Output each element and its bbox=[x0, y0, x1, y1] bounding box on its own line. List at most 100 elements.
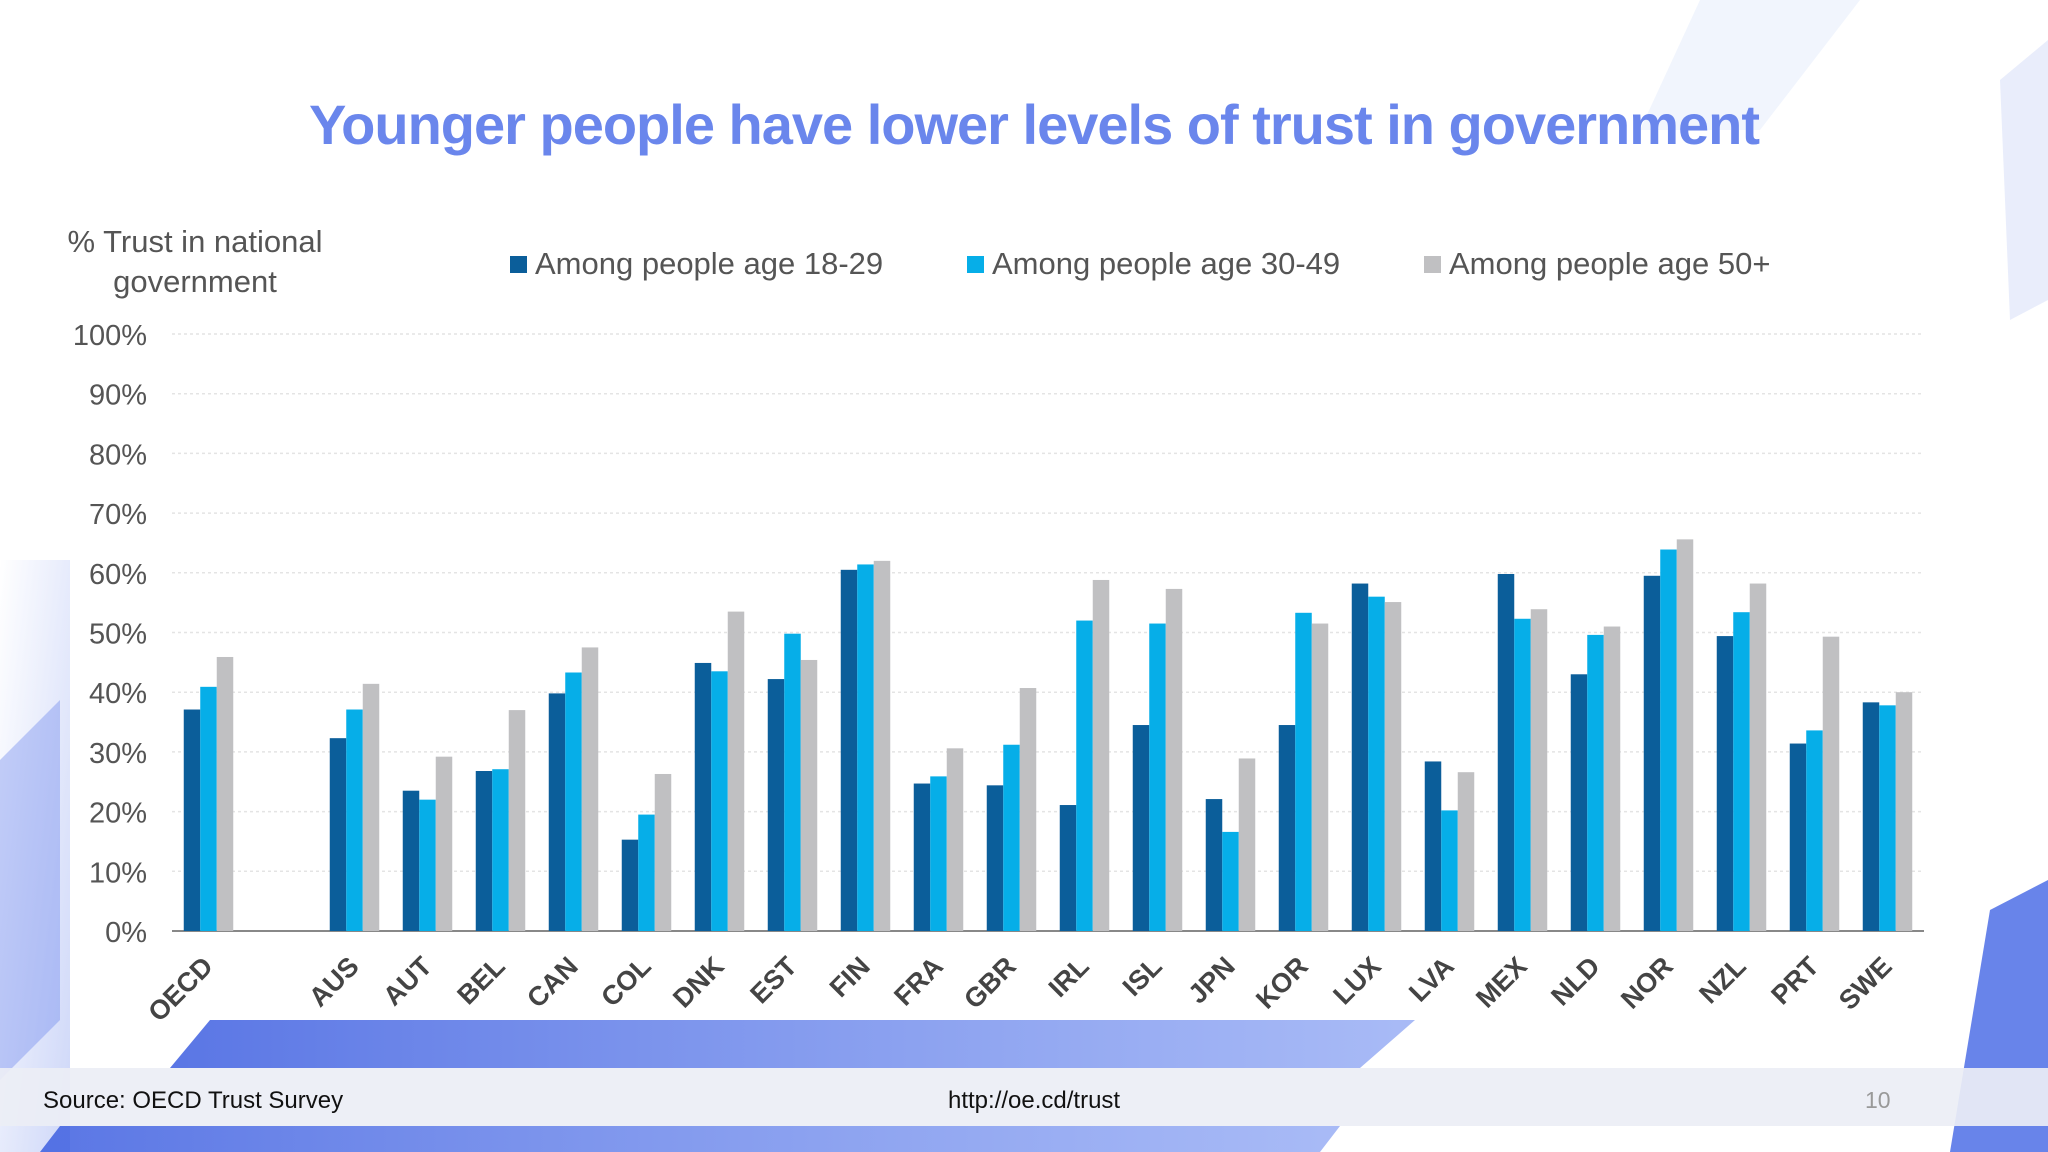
bar-oecd-2 bbox=[200, 686, 217, 931]
bar-prt-3 bbox=[1822, 636, 1840, 931]
x-tick-label: NOR bbox=[1615, 951, 1679, 1015]
bar-aut-3 bbox=[435, 756, 453, 931]
bar-irl-2 bbox=[1076, 620, 1093, 931]
x-tick-label: FRA bbox=[888, 951, 948, 1011]
legend-label: Among people age 50+ bbox=[1449, 246, 1771, 281]
page-number: 10 bbox=[1865, 1087, 1891, 1113]
bar-nzl-3 bbox=[1749, 583, 1767, 931]
bar-nld-1 bbox=[1570, 674, 1588, 931]
bar-prt-2 bbox=[1806, 730, 1823, 931]
bar-isl-3 bbox=[1165, 588, 1183, 931]
bar-col-2 bbox=[638, 814, 655, 931]
bar-lux-1 bbox=[1351, 583, 1369, 931]
x-tick-label: LVA bbox=[1403, 951, 1460, 1008]
y-tick-label: 70% bbox=[89, 499, 147, 531]
x-tick-label: SWE bbox=[1833, 951, 1898, 1016]
bar-oecd-3 bbox=[216, 656, 234, 931]
y-tick-label: 80% bbox=[89, 439, 147, 471]
bar-lux-2 bbox=[1368, 596, 1385, 931]
x-tick-label: NZL bbox=[1693, 951, 1751, 1009]
bar-kor-3 bbox=[1311, 623, 1329, 931]
y-tick-label: 30% bbox=[89, 738, 147, 770]
y-tick-label: 50% bbox=[89, 619, 147, 651]
bar-can-2 bbox=[565, 672, 582, 931]
bar-fin-1 bbox=[840, 569, 858, 931]
bar-dnk-1 bbox=[694, 662, 712, 931]
y-tick-label: 100% bbox=[73, 320, 147, 352]
bar-swe-1 bbox=[1862, 702, 1880, 931]
x-tick-label: AUS bbox=[303, 951, 365, 1013]
legend-swatch bbox=[1424, 255, 1441, 273]
bar-fin-3 bbox=[873, 560, 891, 931]
bar-lux-3 bbox=[1384, 602, 1402, 931]
x-tick-label: IRL bbox=[1043, 951, 1095, 1003]
x-tick-label: EST bbox=[744, 951, 803, 1010]
bar-nor-1 bbox=[1643, 575, 1661, 931]
bar-mex-3 bbox=[1530, 609, 1548, 931]
bar-nld-2 bbox=[1587, 634, 1604, 931]
x-tick-label: ISL bbox=[1117, 951, 1168, 1002]
bar-lva-3 bbox=[1457, 772, 1475, 931]
bar-fra-2 bbox=[930, 776, 947, 931]
bar-nzl-1 bbox=[1716, 636, 1734, 931]
bar-swe-2 bbox=[1879, 705, 1896, 931]
x-tick-label: PRT bbox=[1765, 951, 1825, 1011]
bar-aus-2 bbox=[346, 709, 363, 931]
y-tick-label: 60% bbox=[89, 559, 147, 591]
bar-mex-1 bbox=[1497, 573, 1515, 931]
bar-dnk-3 bbox=[727, 611, 745, 931]
x-tick-label: MEX bbox=[1470, 951, 1533, 1014]
bar-nor-3 bbox=[1676, 539, 1694, 931]
y-tick-label: 20% bbox=[89, 798, 147, 830]
bar-jpn-3 bbox=[1238, 758, 1256, 931]
bar-fin-2 bbox=[857, 564, 874, 931]
y-tick-label: 90% bbox=[89, 380, 147, 412]
bar-isl-2 bbox=[1149, 623, 1166, 931]
x-tick-label: KOR bbox=[1250, 951, 1314, 1015]
bar-can-1 bbox=[548, 693, 566, 931]
x-tick-label: CAN bbox=[521, 951, 584, 1014]
bar-bel-2 bbox=[492, 769, 509, 931]
x-tick-label: DNK bbox=[667, 951, 730, 1014]
legend-swatch bbox=[510, 255, 527, 273]
footer-link[interactable]: http://oe.cd/trust bbox=[948, 1087, 1121, 1114]
bar-irl-3 bbox=[1092, 579, 1110, 931]
bar-isl-1 bbox=[1132, 725, 1150, 931]
bar-dnk-2 bbox=[711, 671, 728, 931]
x-tick-label: LUX bbox=[1327, 951, 1386, 1010]
legend-item-30-49: Among people age 30-49 bbox=[967, 246, 1340, 282]
bar-col-3 bbox=[654, 773, 672, 931]
x-tick-label: OECD bbox=[142, 951, 218, 1027]
x-tick-label: FIN bbox=[824, 951, 876, 1003]
legend-label: Among people age 18-29 bbox=[535, 246, 884, 281]
x-tick-label: BEL bbox=[451, 951, 510, 1010]
bar-col-1 bbox=[621, 839, 639, 931]
bar-can-3 bbox=[581, 647, 599, 931]
bar-lva-2 bbox=[1441, 810, 1458, 931]
x-tick-label: GBR bbox=[958, 951, 1022, 1015]
source-note: Source: OECD Trust Survey bbox=[43, 1087, 344, 1114]
legend-item-50-plus: Among people age 50+ bbox=[1424, 246, 1770, 282]
bar-aus-1 bbox=[329, 738, 347, 931]
bar-nor-2 bbox=[1660, 549, 1677, 931]
x-tick-label: COL bbox=[595, 951, 657, 1013]
bar-oecd-1 bbox=[183, 709, 201, 931]
x-tick-label: NLD bbox=[1545, 951, 1605, 1011]
bar-bel-3 bbox=[508, 710, 526, 931]
bar-gbr-1 bbox=[986, 785, 1004, 931]
bar-gbr-2 bbox=[1003, 744, 1020, 931]
bar-fra-3 bbox=[946, 748, 964, 931]
bar-est-1 bbox=[767, 679, 785, 931]
bar-est-2 bbox=[784, 633, 801, 931]
bar-aut-1 bbox=[402, 790, 420, 931]
x-tick-label: AUT bbox=[377, 951, 438, 1012]
y-tick-label: 0% bbox=[105, 917, 147, 949]
bar-jpn-1 bbox=[1205, 799, 1223, 931]
footer-bar bbox=[0, 1068, 2048, 1126]
slide-title: Younger people have lower levels of trus… bbox=[308, 93, 1760, 156]
bar-lva-1 bbox=[1424, 761, 1442, 931]
legend-swatch bbox=[967, 255, 984, 273]
y-tick-label: 40% bbox=[89, 678, 147, 710]
